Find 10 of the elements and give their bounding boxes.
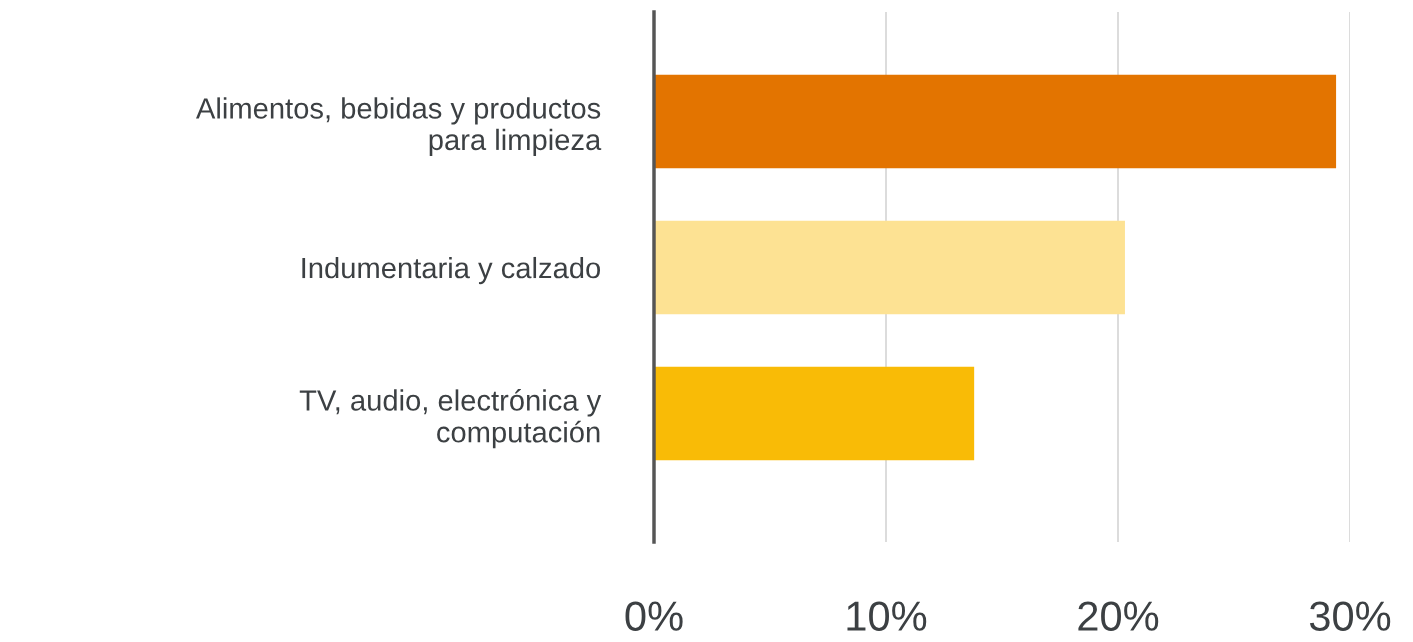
y-tick-label: Indumentaria y calzado xyxy=(302,256,601,285)
y-tick-label: TV, audio, electrónica y computación xyxy=(299,389,602,449)
y-tick-label: Alimentos, bebidas y productos para limpieza xyxy=(195,97,602,156)
x-tick-label: 10% xyxy=(847,601,927,631)
bar xyxy=(654,74,1337,169)
x-tick-label: 0% xyxy=(625,601,683,631)
x-tick-label: 30% xyxy=(1309,601,1391,631)
bar xyxy=(654,366,975,461)
bar xyxy=(654,220,1125,315)
x-tick-label: 20% xyxy=(1078,601,1159,631)
